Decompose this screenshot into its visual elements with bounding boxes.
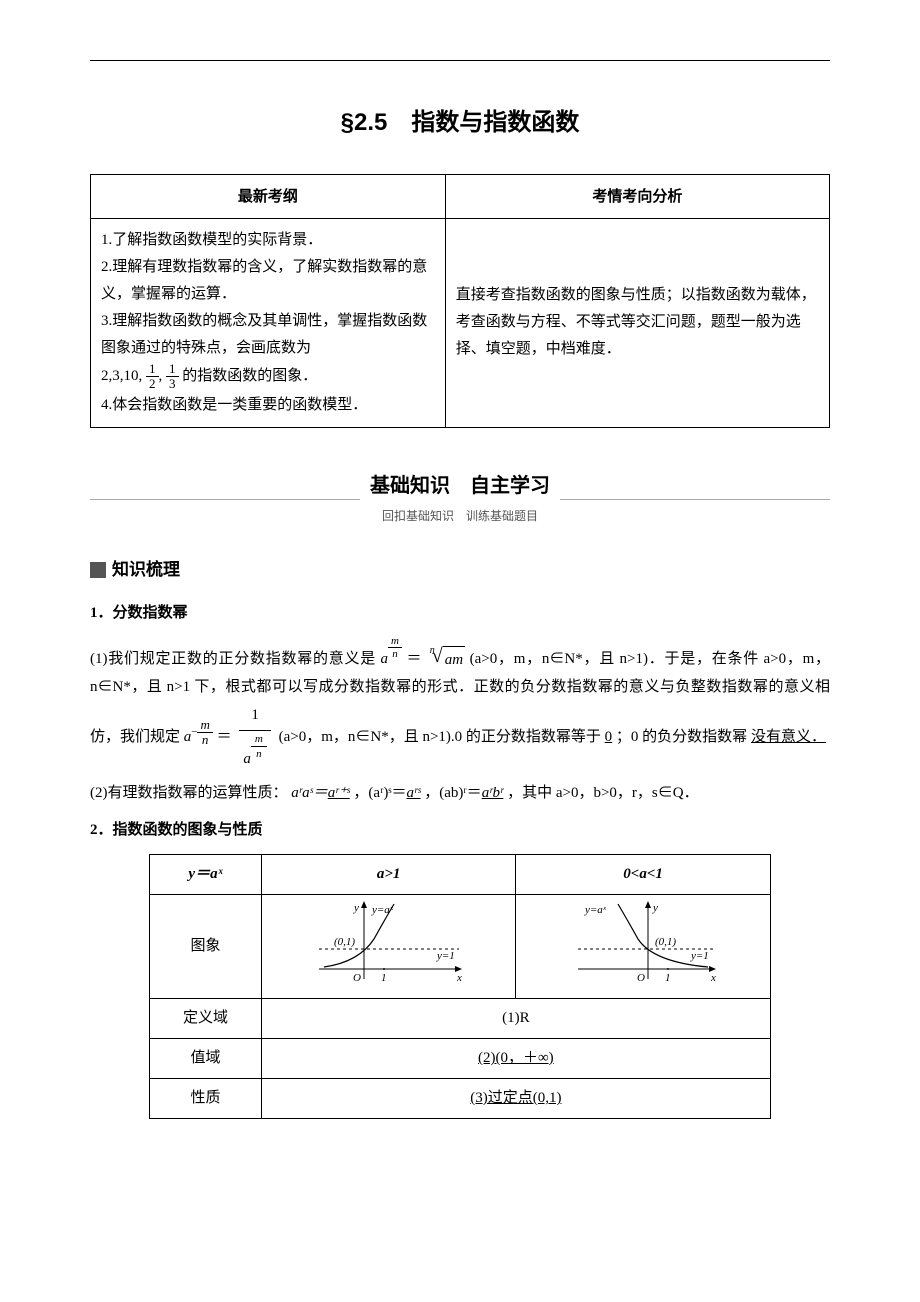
svg-text:y=aˣ: y=aˣ: [584, 904, 607, 916]
subheader-text: 知识梳理: [112, 555, 180, 586]
row-range: 值域: [150, 1039, 262, 1079]
svg-text:1: 1: [665, 972, 671, 984]
u-undef: 没有意义．: [751, 729, 826, 745]
exp-mn: mn: [388, 635, 402, 660]
range-val: (2)(0，＋∞): [261, 1039, 770, 1079]
svg-text:y=1: y=1: [436, 950, 455, 962]
frac-den: 3: [166, 377, 179, 391]
u-zero: 0: [605, 729, 613, 745]
banner-small: 回扣基础知识 训练基础题目: [370, 506, 550, 528]
svg-text:(0,1): (0,1): [334, 936, 355, 948]
svg-text:1: 1: [381, 972, 387, 984]
props-h0: y＝aˣ: [150, 855, 262, 895]
frac-1-over-amn: 1 amn: [239, 701, 270, 774]
syl-item-1: 1.了解指数函数模型的实际背景．: [101, 227, 435, 254]
p2-u2: aʳˢ: [407, 785, 421, 801]
props-h2: 0<a<1: [516, 855, 770, 895]
svg-text:x: x: [710, 972, 716, 984]
svg-text:(0,1): (0,1): [655, 936, 676, 948]
graph-a-gt-1: y x O 1 y=aˣ y=1 (0,1): [261, 895, 515, 999]
syl-item-3-tail: 的指数函数的图象．: [182, 368, 317, 384]
syl-base-nums: 2,3,10,: [101, 368, 142, 384]
top-rule: [90, 60, 830, 61]
frac-num: 1: [166, 362, 179, 377]
syl-item-4: 4.体会指数函数是一类重要的函数模型．: [101, 392, 435, 419]
graph-decreasing: y x O 1 y=aˣ y=1 (0,1): [563, 899, 723, 984]
svg-text:y: y: [353, 902, 359, 914]
graph-increasing: y x O 1 y=aˣ y=1 (0,1): [309, 899, 469, 984]
radical-n-am: n√am: [427, 646, 465, 674]
p1c: (a>0，m，n∈N*，且 n>1).0 的正分数指数幂等于: [279, 729, 601, 745]
bar-icon: [90, 562, 106, 578]
props-h1: a>1: [261, 855, 515, 895]
topic-2: 2．指数函数的图象与性质: [90, 817, 830, 844]
syllabus-table: 最新考纲 考情考向分析 1.了解指数函数模型的实际背景． 2.理解有理数指数幂的…: [90, 174, 830, 428]
topic-1: 1．分数指数幂: [90, 600, 830, 627]
section-banner: 基础知识 自主学习 回扣基础知识 训练基础题目: [90, 468, 830, 530]
p2-tail: ，其中 a>0，b>0，r，s∈Q．: [507, 785, 699, 801]
domain-val: (1)R: [261, 999, 770, 1039]
frac-1-3: 1 3: [166, 362, 179, 392]
svg-text:x: x: [456, 972, 462, 984]
graph-a-lt-1: y x O 1 y=aˣ y=1 (0,1): [516, 895, 770, 999]
props-table: y＝aˣ a>1 0<a<1 图象 y x O 1 y=aˣ y=1 (0,1): [149, 854, 771, 1119]
banner-big: 基础知识 自主学习: [370, 475, 550, 497]
p1a: (1)我们规定正数的正分数指数幂的意义是: [90, 651, 376, 667]
frac-den: 2: [146, 377, 159, 391]
para-1: (1)我们规定正数的正分数指数幂的意义是 amn ＝ n√am (a>0，m，n…: [90, 635, 830, 774]
syl-item-3: 3.理解指数函数的概念及其单调性，掌握指数函数图象通过的特殊点，会画底数为: [101, 308, 435, 362]
syl-item-2: 2.理解有理数指数幂的含义，了解实数指数幂的意义，掌握幂的运算．: [101, 254, 435, 308]
row-graph: 图象: [150, 895, 262, 999]
syllabus-header-right: 考情考向分析: [445, 175, 829, 219]
syllabus-left: 1.了解指数函数模型的实际背景． 2.理解有理数指数幂的含义，了解实数指数幂的意…: [91, 219, 446, 428]
frac-1-2: 1 2: [146, 362, 159, 392]
row-prop: 性质: [150, 1079, 262, 1119]
p2-e2: ，(aʳ)ˢ＝: [353, 785, 406, 801]
syl-item-3-nums: 2,3,10, 1 2 , 1 3 的指数函数的图象．: [101, 362, 435, 392]
syllabus-header-left: 最新考纲: [91, 175, 446, 219]
p2-e3: ，(ab)ʳ＝: [424, 785, 481, 801]
svg-text:O: O: [637, 972, 645, 984]
banner-text: 基础知识 自主学习 回扣基础知识 训练基础题目: [360, 468, 560, 528]
row-domain: 定义域: [150, 999, 262, 1039]
frac-num: 1: [146, 362, 159, 377]
neg-exp: −mn: [191, 726, 213, 738]
expr-a-mn: a: [381, 651, 389, 667]
fixed-val: (3)过定点(0,1): [261, 1079, 770, 1119]
svg-text:O: O: [353, 972, 361, 984]
p1d: ；0 的负分数指数幂: [616, 729, 747, 745]
p2-e1: aʳaˢ＝: [291, 785, 328, 801]
svg-text:y=aˣ: y=aˣ: [371, 904, 394, 916]
page-title: §2.5 指数与指数函数: [90, 101, 830, 144]
subheader-knowledge: 知识梳理: [90, 555, 830, 586]
p2-lead: (2)有理数指数幂的运算性质：: [90, 785, 288, 801]
syllabus-right: 直接考查指数函数的图象与性质；以指数函数为载体，考查函数与方程、不等式等交汇问题…: [445, 219, 829, 428]
p2-u3: aʳbʳ: [482, 785, 504, 801]
p2-u1: aʳ⁺ˢ: [328, 785, 350, 801]
svg-text:y=1: y=1: [690, 950, 709, 962]
svg-text:y: y: [652, 902, 658, 914]
para-2: (2)有理数指数幂的运算性质： aʳaˢ＝aʳ⁺ˢ ，(aʳ)ˢ＝aʳˢ ，(a…: [90, 780, 830, 807]
